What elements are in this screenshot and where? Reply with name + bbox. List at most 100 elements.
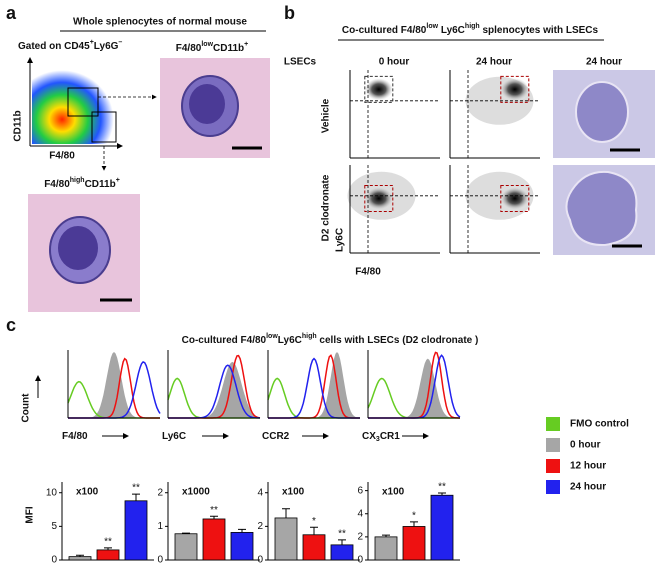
y-axis-label: Ly6C — [335, 228, 346, 252]
text-run: high — [70, 177, 85, 184]
y-tick-label: 6 — [357, 485, 363, 496]
significance: * — [312, 516, 316, 527]
text-run: + — [90, 39, 94, 46]
bar — [402, 526, 426, 561]
panel-title: Whole splenocytes of normal mouse — [73, 17, 247, 28]
density-core — [364, 78, 393, 101]
text-run: high — [302, 333, 317, 340]
text-run: Co-cultured F4/80 — [342, 25, 427, 36]
legend-swatch — [546, 480, 560, 494]
bar — [174, 533, 198, 561]
significance: ** — [104, 537, 112, 548]
gate — [67, 87, 99, 117]
panel-label: a — [6, 3, 17, 23]
gate — [500, 75, 530, 103]
density-core — [500, 78, 529, 101]
marker-label: CX3CR1 — [362, 431, 400, 443]
bar — [374, 536, 398, 561]
histogram — [68, 352, 160, 418]
error-bar — [338, 539, 346, 545]
image-label: F4/80highCD11b+ — [44, 177, 120, 190]
legend-label: 12 hour — [570, 461, 606, 472]
y-tick-label: 0 — [157, 555, 163, 566]
text-run: Ly6C — [278, 335, 302, 346]
x-axis-label: F4/80 — [49, 151, 75, 162]
text-run: Ly6C — [438, 25, 465, 36]
marker-label: CCR2 — [262, 431, 290, 442]
y-tick-label: 10 — [46, 487, 58, 498]
flow-plot — [32, 62, 118, 144]
y-axis-label: MFI — [25, 506, 36, 523]
text-run: CR1 — [380, 431, 400, 442]
legend-swatch — [546, 438, 560, 452]
panel-label: b — [284, 3, 295, 23]
error-bar — [182, 532, 190, 534]
text-run: 3 — [376, 436, 380, 443]
marker-label: Ly6C — [162, 431, 186, 442]
error-bar — [438, 492, 446, 496]
nucleus — [58, 226, 98, 270]
bar — [330, 544, 354, 561]
y-tick-label: 2 — [157, 487, 163, 498]
multiplier: x100 — [282, 487, 305, 498]
error-bar — [76, 554, 84, 557]
y-axis-label: Count — [21, 393, 32, 423]
text-run: Gated on CD45 — [18, 41, 90, 52]
multiplier: x100 — [382, 487, 405, 498]
panel-title: Co-cultured F4/80lowLy6Chigh cells with … — [182, 333, 479, 346]
text-run: CCR2 — [262, 431, 290, 442]
text-run: + — [116, 177, 120, 184]
legend-swatch — [546, 417, 560, 431]
error-bar — [382, 534, 390, 537]
legend-swatch — [546, 459, 560, 473]
bar — [202, 518, 226, 561]
text-run: F4/80 — [62, 431, 88, 442]
x-axis-label: F4/80 — [355, 267, 381, 278]
gate — [500, 184, 530, 212]
y-tick-label: 2 — [357, 532, 363, 543]
bar — [230, 532, 254, 561]
text-run: CX — [362, 431, 376, 442]
significance: * — [412, 510, 416, 521]
gate — [364, 184, 394, 212]
column-header: 24 hour — [476, 57, 512, 68]
y-tick-label: 4 — [257, 487, 263, 498]
gate — [364, 75, 394, 103]
y-axis-label: CD11b — [13, 110, 24, 141]
y-tick-label: 0 — [257, 555, 263, 566]
histogram — [268, 352, 360, 418]
column-header: 0 hour — [379, 57, 410, 68]
text-run: CD11b — [213, 43, 244, 54]
text-run: low — [266, 333, 278, 340]
error-bar — [210, 515, 218, 519]
error-bar — [104, 547, 112, 550]
y-tick-label: 0 — [357, 555, 363, 566]
legend-label: 24 hour — [570, 482, 606, 493]
cell — [575, 81, 629, 143]
multiplier: x100 — [76, 487, 99, 498]
bar — [302, 534, 326, 561]
text-run: CD11b — [85, 179, 116, 190]
panel-title: Co-cultured F4/80low Ly6Chigh splenocyte… — [342, 23, 599, 36]
error-bar — [238, 528, 246, 533]
row-label: Vehicle — [321, 98, 332, 133]
gate — [91, 111, 117, 143]
text-run: Ly6C — [162, 431, 186, 442]
cell — [565, 170, 638, 247]
significance: ** — [438, 482, 446, 493]
text-run: low — [201, 41, 213, 48]
error-bar — [310, 526, 318, 535]
error-bar — [282, 508, 290, 518]
text-run: + — [244, 41, 248, 48]
bar — [68, 556, 92, 561]
text-run: low — [426, 23, 438, 30]
legend-label: 0 hour — [570, 440, 601, 451]
nucleus — [189, 84, 225, 124]
row-label: D2 clodronate — [321, 174, 332, 241]
column-header: 24 hour — [586, 57, 622, 68]
histogram — [368, 358, 460, 418]
y-tick-label: 1 — [157, 521, 163, 532]
error-bar — [410, 521, 418, 527]
significance: ** — [338, 528, 346, 539]
